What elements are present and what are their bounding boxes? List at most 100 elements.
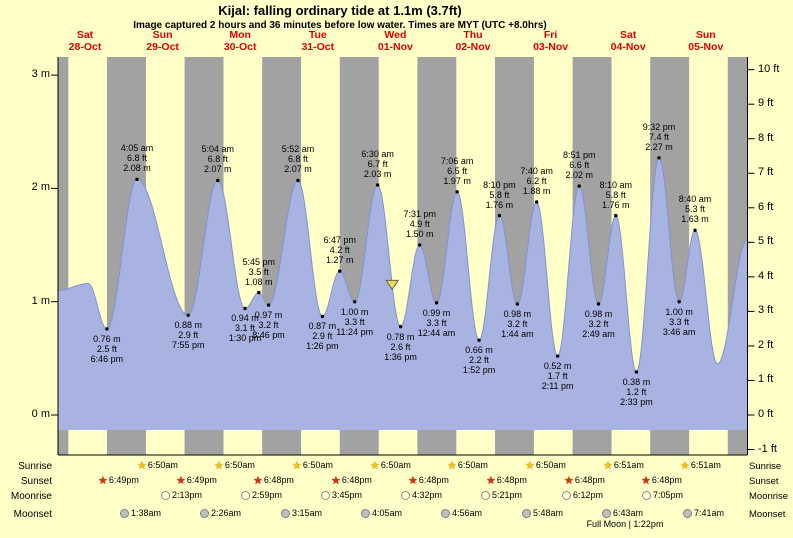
sunrise-star-icon: ★	[447, 459, 457, 472]
sunset-event: ★ 6:48pm	[486, 475, 527, 486]
page-title: Kijal: falling ordinary tide at 1.1m (3.…	[218, 3, 462, 18]
day-label: Sat 28-Oct	[68, 29, 102, 53]
y-axis-label-m: 1 m	[31, 294, 50, 307]
night-band	[58, 57, 69, 455]
high-tide-annotation: 7:40 am 6.2 ft 1.88 m	[520, 165, 553, 196]
sunrise-time: 6:50am	[224, 460, 255, 470]
tide-point-dot	[320, 314, 325, 319]
tide-point-dot	[534, 200, 539, 204]
moonrise-event: 2:13pm	[161, 490, 202, 501]
moonset-moon-icon	[683, 509, 692, 518]
day-label: Tue 31-Oct	[301, 29, 335, 53]
moonrise-row-label-left: Moonrise	[10, 491, 52, 502]
sunset-event: ★ 6:49pm	[176, 475, 217, 486]
moonrise-event: 5:21pm	[481, 490, 522, 501]
tide-point-dot	[186, 313, 190, 317]
moonset-event: 7:41am	[683, 508, 724, 519]
sunset-time: 6:49pm	[186, 475, 217, 485]
sunrise-time: 6:50am	[535, 460, 566, 470]
high-tide-annotation: 4:05 am 6.8 ft 2.08 m	[120, 143, 154, 174]
high-tide-annotation: 8:10 pm 5.8 ft 1.76 m	[483, 179, 516, 210]
sunrise-row-label-left: Sunrise	[18, 461, 52, 472]
tide-area	[58, 157, 748, 431]
sunrise-star-icon: ★	[525, 459, 535, 472]
moonset-event: 1:38am	[120, 508, 161, 519]
low-tide-annotation: 0.97 m 3.2 ft 8:46 pm	[252, 310, 285, 341]
moonrise-event: 4:32pm	[401, 490, 442, 501]
tide-point-dot	[434, 301, 439, 305]
sunset-time: 6:48pm	[341, 475, 372, 485]
moonrise-row-label-right: Moonrise	[749, 491, 789, 502]
sunrise-star-icon: ★	[137, 459, 147, 472]
moonrise-time: 4:32pm	[412, 490, 443, 500]
tide-point-dot	[596, 302, 601, 306]
day-label: Sat 04-Nov	[610, 29, 646, 53]
tide-point-dot	[257, 290, 261, 295]
moonset-event: 2:26am	[200, 508, 241, 519]
sunrise-event: ★ 6:51am	[603, 460, 644, 471]
sunset-star-icon: ★	[564, 474, 574, 487]
y-axis-label-ft: 8 ft	[758, 131, 774, 144]
moonrise-event: 7:05pm	[642, 490, 683, 501]
day-label: Thu 02-Nov	[455, 29, 491, 53]
moonrise-moon-icon	[161, 491, 170, 500]
moonrise-time: 2:59pm	[252, 490, 283, 500]
day-label: Sun 05-Nov	[688, 29, 724, 53]
high-tide-annotation: 6:30 am 6.7 ft 2.03 m	[361, 149, 394, 179]
tide-point-dot	[634, 370, 639, 374]
y-axis-label-ft: 9 ft	[758, 97, 774, 110]
low-tide-annotation: 0.78 m 2.6 ft 1:36 pm	[384, 331, 417, 362]
high-tide-annotation: 7:31 pm 4.9 ft 1.50 m	[403, 209, 436, 240]
moonset-time: 4:56am	[452, 508, 483, 518]
sunset-star-icon: ★	[331, 474, 341, 487]
y-axis-label-ft: 5 ft	[758, 235, 774, 248]
sunset-star-icon: ★	[253, 474, 263, 487]
low-tide-annotation: 0.52 m 1.7 ft 2:11 pm	[541, 361, 574, 392]
tide-point-dot	[352, 300, 357, 304]
sunrise-star-icon: ★	[292, 459, 302, 472]
sunset-star-icon: ★	[486, 474, 496, 487]
sunrise-time: 6:50am	[147, 460, 178, 470]
moonrise-event: 2:59pm	[241, 490, 282, 501]
low-tide-annotation: 0.98 m 3.2 ft 2:49 am	[582, 308, 615, 339]
moonrise-time: 2:13pm	[172, 490, 203, 500]
moonset-event: 6:43am	[602, 508, 643, 519]
tide-point-dot	[375, 183, 380, 187]
high-tide-annotation: 6:47 pm 4.2 ft 1.27 m	[323, 235, 356, 266]
sunset-row-label-right: Sunset	[749, 476, 779, 487]
sunset-row-label-left: Sunset	[20, 476, 52, 487]
tide-point-dot	[677, 300, 681, 304]
low-tide-annotation: 0.99 m 3.3 ft 12:44 am	[417, 307, 456, 338]
tide-point-dot	[657, 156, 661, 160]
sunrise-event: ★ 6:50am	[447, 460, 488, 471]
y-axis-label-m: 3 m	[31, 68, 50, 81]
tide-point-dot	[614, 213, 618, 218]
page-subtitle: Image captured 2 hours and 36 minutes be…	[133, 20, 547, 31]
moonrise-event: 3:45pm	[321, 490, 362, 501]
high-tide-annotation: 8:51 pm 6.6 ft 2.02 m	[562, 150, 596, 181]
sunrise-event: ★ 6:50am	[525, 460, 566, 471]
tide-point-dot	[693, 228, 697, 233]
tide-point-dot	[135, 177, 139, 182]
moonset-moon-icon	[200, 509, 209, 518]
sunset-time: 6:48pm	[418, 475, 449, 485]
tide-point-dot	[577, 184, 581, 188]
low-tide-annotation: 0.76 m 2.5 ft 6:46 pm	[90, 333, 124, 364]
sunrise-row-label-right: Sunrise	[749, 461, 782, 472]
moonset-moon-icon	[120, 509, 129, 518]
y-axis-label-ft: -1 ft	[758, 442, 777, 455]
sunset-event: ★ 6:48pm	[253, 475, 294, 486]
day-label: Wed 01-Nov	[377, 29, 413, 53]
sunrise-star-icon: ★	[603, 459, 613, 472]
y-axis-label-ft: 4 ft	[758, 269, 774, 282]
moonrise-moon-icon	[562, 491, 571, 500]
y-axis-label-ft: 10 ft	[758, 62, 780, 75]
tide-point-dot	[243, 306, 247, 311]
high-tide-annotation: 5:04 am 6.8 ft 2.07 m	[201, 144, 235, 175]
moonset-time: 6:43am	[613, 508, 644, 518]
tide-point-dot	[105, 327, 109, 331]
sunset-star-icon: ★	[98, 474, 108, 487]
moonset-event: 3:15am	[281, 508, 322, 519]
